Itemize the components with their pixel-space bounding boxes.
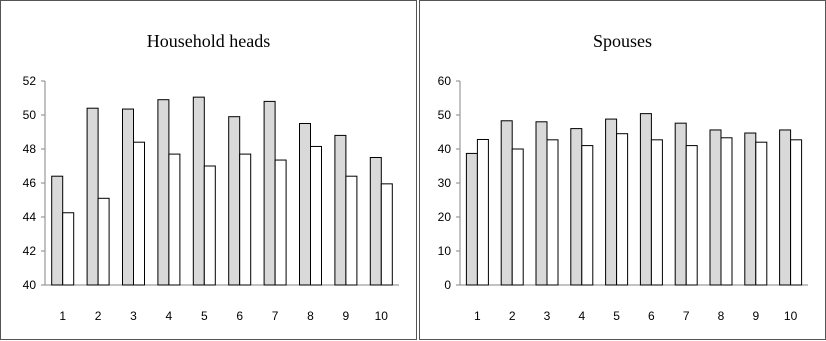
bar-series-2: [203, 165, 216, 286]
y-tick-label: 60: [438, 74, 452, 88]
x-tick-label: 1: [59, 309, 66, 323]
x-tick-label: 4: [578, 309, 585, 323]
x-tick-label: 7: [272, 309, 279, 323]
spouses-panel: Spouses 0 10 20 30 40 50 60 1 2 3 4 5 6 7 8 9 10: [419, 0, 826, 340]
bar-series-1: [334, 134, 347, 286]
bar-series-2: [616, 133, 629, 286]
x-tick-label: 2: [509, 309, 516, 323]
household-heads-panel: Household heads 40 42 44 46 48 50 52 1 2 3 4 5 6 7 8 9 1…: [0, 0, 417, 340]
bar-series-2: [650, 139, 663, 286]
bar-series-2: [239, 153, 252, 286]
bar-series-1: [299, 123, 311, 286]
bar-series-1: [86, 107, 99, 286]
bar-series-1: [465, 152, 478, 286]
y-tick-label: 42: [23, 244, 37, 258]
bar-series-1: [639, 113, 652, 286]
bar-series-1: [674, 122, 687, 286]
bar-series-2: [546, 139, 559, 286]
bar-series-1: [709, 129, 722, 286]
x-tick-label: 9: [752, 309, 759, 323]
bar-series-2: [168, 153, 181, 286]
bar-series-1: [779, 129, 792, 286]
x-tick-label: 9: [343, 309, 350, 323]
chart-title: Household heads: [146, 31, 271, 51]
x-tick-label: 5: [613, 309, 620, 323]
bar-series-1: [500, 120, 513, 286]
bar-series-1: [51, 175, 64, 286]
bar-series-1: [228, 116, 241, 286]
household-heads-chart: 40 42 44 46 48 50 52 1 2 3 4 5 6 7 8 9 10: [23, 74, 399, 323]
y-tick-label: 46: [23, 176, 37, 190]
chart-title: Spouses: [592, 31, 652, 51]
y-tick-label: 50: [23, 108, 37, 122]
bar-series-1: [744, 132, 757, 286]
bar-series-2: [720, 137, 733, 286]
x-tick-label: 8: [307, 309, 314, 323]
bar-series-2: [380, 183, 393, 286]
y-tick-label: 52: [23, 74, 37, 88]
x-tick-label: 7: [683, 309, 690, 323]
bar-series-1: [605, 118, 618, 286]
x-tick-label: 1: [474, 309, 481, 323]
y-tick-label: 20: [438, 210, 452, 224]
y-tick-label: 40: [438, 142, 452, 156]
bar-series-2: [790, 139, 803, 286]
bar-series-2: [62, 212, 75, 286]
y-tick-label: 44: [23, 210, 37, 224]
bar-series-2: [310, 145, 322, 286]
bar-series-1: [157, 99, 170, 286]
bar-series-2: [755, 141, 768, 286]
x-tick-label: 6: [236, 309, 243, 323]
bar-series-2: [274, 159, 287, 286]
x-tick-label: 8: [718, 309, 725, 323]
y-tick-label: 0: [444, 278, 451, 292]
bar-series-1: [369, 157, 382, 286]
y-tick-label: 40: [23, 278, 37, 292]
bar-series-1: [263, 100, 276, 286]
bar-series-2: [345, 175, 358, 286]
x-tick-label: 3: [130, 309, 137, 323]
x-tick-label: 2: [95, 309, 102, 323]
y-tick-label: 48: [23, 142, 37, 156]
spouses-chart: 0 10 20 30 40 50 60 1 2 3 4 5 6 7 8 9 10: [438, 74, 808, 323]
x-tick-label: 4: [166, 309, 173, 323]
x-tick-label: 6: [648, 309, 655, 323]
bar-series-2: [581, 145, 594, 286]
bar-series-1: [535, 121, 548, 286]
y-tick-label: 50: [438, 108, 452, 122]
bar-series-1: [122, 108, 134, 286]
bar-series-2: [97, 197, 110, 286]
x-tick-label: 10: [784, 309, 798, 323]
x-tick-label: 5: [201, 309, 208, 323]
bar-series-2: [133, 141, 145, 286]
bar-series-2: [476, 138, 489, 286]
x-tick-label: 10: [375, 309, 389, 323]
y-tick-label: 10: [438, 244, 452, 258]
bar-series-2: [511, 148, 524, 286]
bar-series-1: [192, 96, 205, 286]
x-tick-label: 3: [544, 309, 551, 323]
bar-series-2: [685, 145, 698, 286]
bar-series-1: [570, 128, 583, 286]
y-tick-label: 30: [438, 176, 452, 190]
